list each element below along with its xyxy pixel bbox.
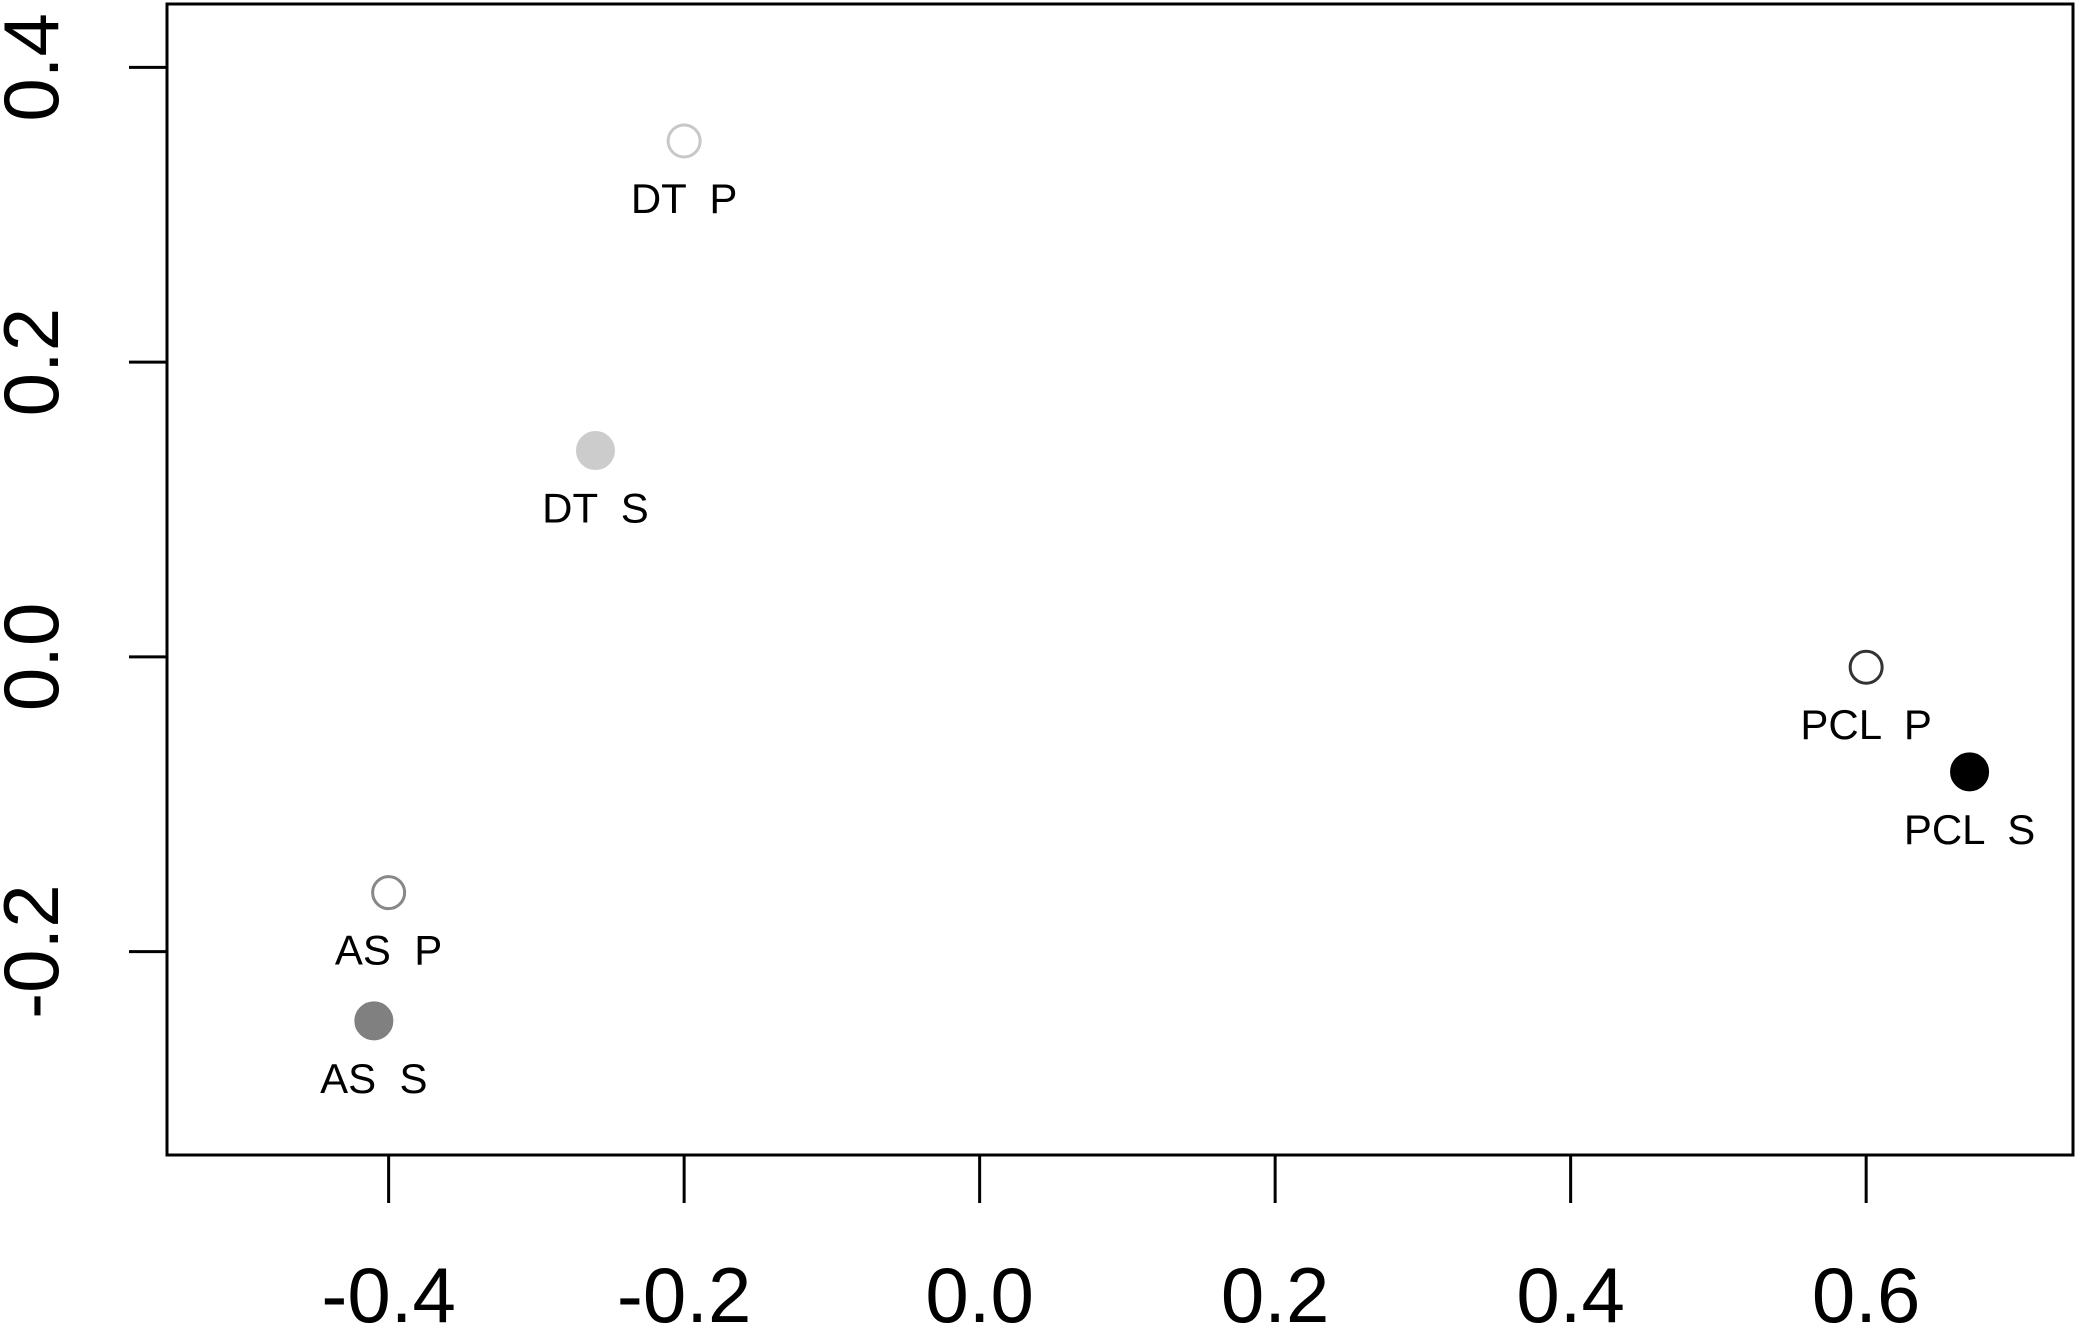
data-points: DT P DT S AS P AS S PCL P PCL S — [320, 123, 2036, 1102]
point-label: DT S — [542, 485, 649, 532]
point-label: PCL P — [1800, 701, 1932, 748]
data-point — [666, 123, 702, 159]
y-tick-label: 0.0 — [0, 603, 75, 711]
point-label: AS P — [335, 927, 442, 974]
x-tick-label: 0.6 — [1812, 1251, 1920, 1325]
x-tick-label: 0.0 — [925, 1251, 1033, 1325]
data-point — [1950, 752, 1990, 792]
data-point — [1848, 649, 1884, 685]
x-tick-label: 0.2 — [1221, 1251, 1329, 1325]
y-tick-label: 0.2 — [0, 308, 75, 416]
data-point — [371, 875, 407, 911]
point-label: DT P — [631, 175, 738, 222]
point-label: PCL S — [1904, 806, 2036, 853]
y-tick-label: -0.2 — [0, 884, 75, 1018]
y-axis: -0.2 0.0 0.2 0.4 — [0, 13, 167, 1019]
x-tick-label: -0.2 — [617, 1251, 751, 1325]
x-tick-label: 0.4 — [1516, 1251, 1624, 1325]
x-axis: -0.4 -0.2 0.0 0.2 0.4 0.6 — [321, 1155, 1920, 1325]
point-label: AS S — [320, 1055, 427, 1102]
x-tick-label: -0.4 — [321, 1251, 455, 1325]
data-point — [354, 1001, 394, 1041]
data-point — [575, 431, 615, 471]
y-tick-label: 0.4 — [0, 13, 75, 121]
plot-frame — [165, 2, 2075, 1157]
